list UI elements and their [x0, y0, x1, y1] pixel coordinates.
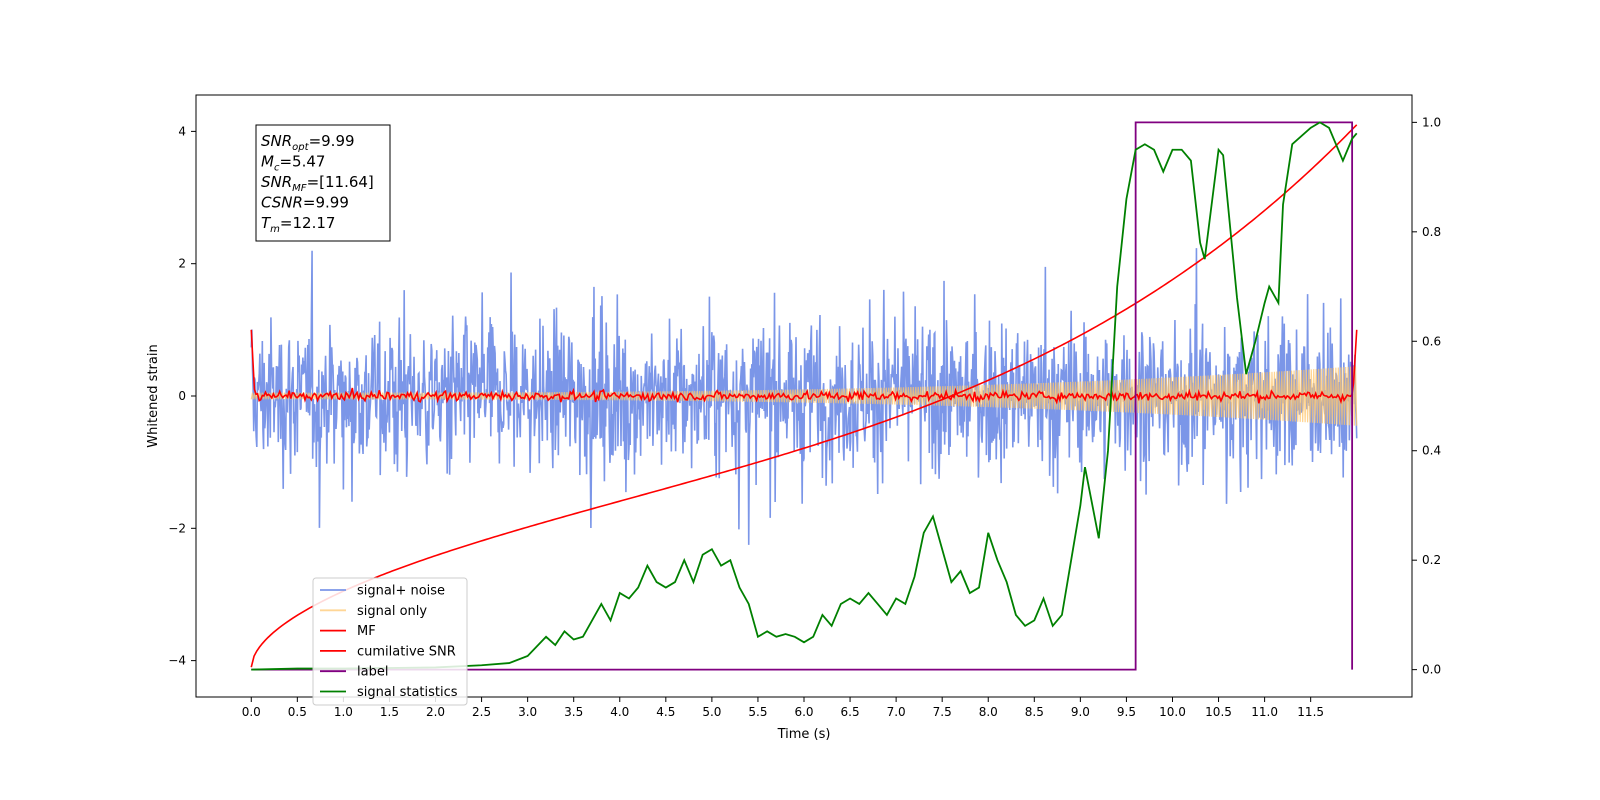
- series-signal-statistics: [251, 121, 1358, 671]
- series-signal-noise: [250, 248, 1358, 545]
- x-tick-label: 3.5: [564, 705, 583, 719]
- x-tick-label: 11.5: [1297, 705, 1324, 719]
- y-axis-label: Whitened strain: [146, 344, 161, 447]
- y2-tick-label: 0.8: [1422, 225, 1441, 239]
- x-tick-label: 6.0: [794, 705, 813, 719]
- x-tick-label: 8.0: [979, 705, 998, 719]
- legend: signal+ noise signal only MF cumilative SNR…: [312, 577, 468, 706]
- y-axis-right: 1.0 0.8 0.6 0.4 0.2 0.0: [1412, 115, 1441, 677]
- y-axis-left: 4 2 0 −2 −4: [168, 124, 196, 668]
- legend-entry-label: signal+ noise: [357, 584, 445, 599]
- y-tick-label: 4: [178, 124, 186, 138]
- series-label: [251, 121, 1354, 671]
- x-tick-label: 10.0: [1159, 705, 1186, 719]
- x-tick-label: 2.0: [426, 705, 445, 719]
- x-tick-label: 0.5: [288, 705, 307, 719]
- annotation-line: Tm=12.17: [261, 214, 335, 235]
- x-tick-label: 4.0: [610, 705, 629, 719]
- x-tick-label: 1.0: [334, 705, 353, 719]
- legend-frame: [312, 577, 468, 706]
- x-tick-label: 8.5: [1025, 705, 1044, 719]
- y2-tick-label: 0.0: [1422, 663, 1441, 677]
- annotation-box: SNRopt=9.99Mc=5.47SNRMF=[11.64]CSNR=9.99…: [255, 124, 391, 242]
- legend-entry-label: signal only: [357, 604, 427, 619]
- x-tick-label: 10.5: [1205, 705, 1232, 719]
- x-tick-label: 0.0: [242, 705, 261, 719]
- series-mf: [250, 329, 1358, 405]
- annotation-line: CSNR=9.99: [261, 194, 349, 212]
- y-tick-label: 0: [178, 389, 186, 403]
- x-tick-label: 11.0: [1251, 705, 1278, 719]
- y-tick-label: −2: [168, 521, 186, 535]
- y2-tick-label: 0.6: [1422, 334, 1441, 348]
- x-tick-label: 7.0: [887, 705, 906, 719]
- x-tick-label: 7.5: [933, 705, 952, 719]
- x-tick-label: 5.5: [748, 705, 767, 719]
- series-cumulative-snr: [250, 124, 1358, 668]
- legend-entry-label: MF: [357, 624, 376, 639]
- y2-tick-label: 1.0: [1422, 115, 1441, 129]
- annotation-frame: [255, 124, 391, 242]
- x-tick-label: 3.0: [518, 705, 537, 719]
- y-tick-label: 2: [178, 257, 186, 271]
- x-axis: 0.0 0.5 1.0 1.5 2.0 2.5 3.0 3.5 4.0 4.5 5.0 5.5 6.0 6…: [242, 697, 1324, 719]
- x-axis-label: Time (s): [777, 727, 831, 742]
- y2-tick-label: 0.4: [1422, 444, 1441, 458]
- y2-tick-label: 0.2: [1422, 553, 1441, 567]
- plot-series: [250, 121, 1358, 671]
- annotation-line: Mc=5.47: [261, 153, 325, 174]
- x-tick-label: 1.5: [380, 705, 399, 719]
- x-tick-label: 2.5: [472, 705, 491, 719]
- y-tick-label: −4: [168, 654, 186, 668]
- legend-entry-label: label: [357, 665, 388, 680]
- x-tick-label: 9.0: [1071, 705, 1090, 719]
- legend-entry-label: cumilative SNR: [357, 644, 456, 659]
- annotation-line: SNRopt=9.99: [261, 132, 355, 153]
- x-tick-label: 9.5: [1117, 705, 1136, 719]
- x-tick-label: 5.0: [702, 705, 721, 719]
- series-signal-only: [250, 366, 1358, 426]
- x-tick-label: 4.5: [656, 705, 675, 719]
- annotation-line: SNRMF=[11.64]: [261, 173, 374, 194]
- x-tick-label: 6.5: [841, 705, 860, 719]
- legend-entry-label: signal statistics: [357, 685, 458, 700]
